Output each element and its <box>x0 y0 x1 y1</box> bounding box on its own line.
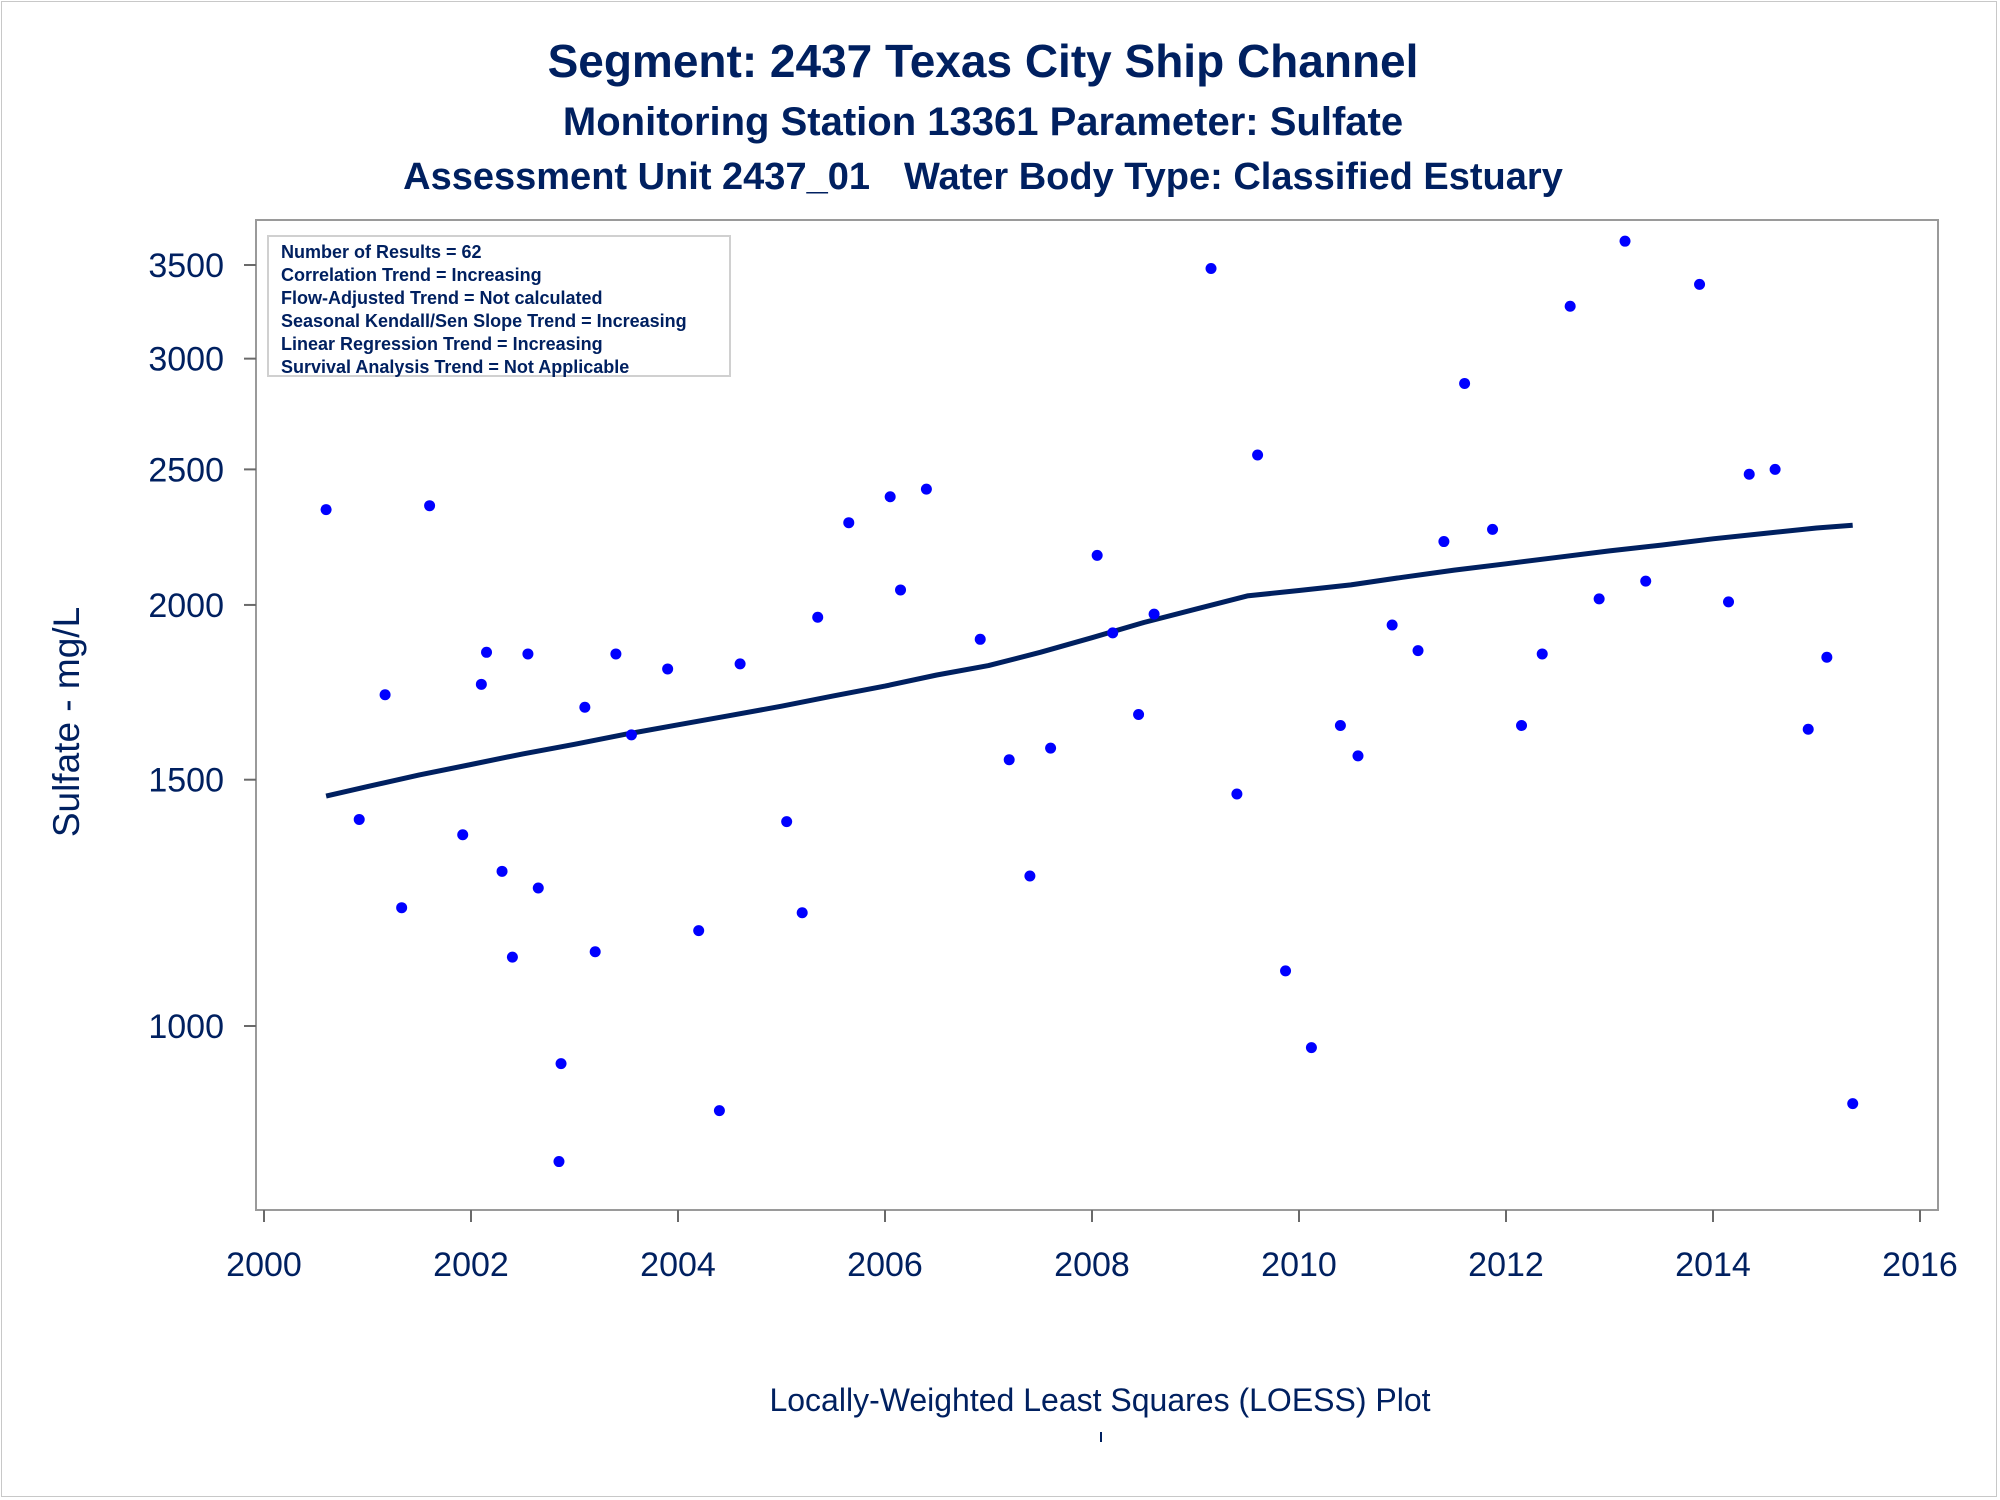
data-point <box>895 584 907 596</box>
x-tick-label: 2008 <box>1054 1246 1130 1284</box>
data-point <box>1386 619 1398 631</box>
data-point <box>662 663 674 675</box>
data-point <box>532 882 544 894</box>
data-point <box>1091 549 1103 561</box>
data-point <box>1723 596 1735 608</box>
stat-survival-analysis-trend: Survival Analysis Trend = Not Applicable <box>281 357 630 377</box>
stat-linear-regression-trend: Linear Regression Trend = Increasing <box>281 334 603 354</box>
data-point <box>1412 645 1424 657</box>
data-point <box>481 646 493 658</box>
y-tick-label: 2500 <box>148 451 224 489</box>
data-point <box>812 611 824 623</box>
data-point <box>424 500 436 512</box>
data-point <box>734 658 746 670</box>
x-tick-label: 2014 <box>1675 1246 1751 1284</box>
data-point <box>884 491 896 503</box>
data-point <box>1564 300 1576 312</box>
stat-correlation-trend: Correlation Trend = Increasing <box>281 265 542 285</box>
chart-subtitle-2: Assessment Unit 2437_01 Water Body Type: … <box>0 156 1966 199</box>
data-point <box>353 813 365 825</box>
data-point <box>1252 449 1264 461</box>
data-point <box>1107 627 1119 639</box>
data-point <box>1045 742 1057 754</box>
x-tick-label: 2002 <box>433 1246 509 1284</box>
loess-line <box>325 522 1853 799</box>
data-point <box>1305 1042 1317 1054</box>
y-tick-label: 3000 <box>148 341 224 379</box>
data-point <box>781 816 793 828</box>
assessment-unit-label: Assessment Unit 2437_01 <box>403 156 870 198</box>
data-point <box>1516 719 1528 731</box>
trend-stats-box: Number of Results = 62 Correlation Trend… <box>267 235 731 377</box>
data-point <box>1003 754 1015 766</box>
y-tick-label: 3500 <box>148 247 224 285</box>
data-point <box>1821 651 1833 663</box>
y-axis-label: Sulfate - mg/L <box>46 607 87 837</box>
x-tick-label: 2012 <box>1468 1246 1544 1284</box>
data-point <box>1438 536 1450 548</box>
data-point <box>1352 750 1364 762</box>
data-point <box>713 1105 725 1117</box>
x-tick-label: 2006 <box>847 1246 923 1284</box>
data-point <box>506 951 518 963</box>
data-point <box>1231 788 1243 800</box>
data-point <box>1280 965 1292 977</box>
data-point <box>1148 608 1160 620</box>
data-point <box>920 483 932 495</box>
footer-tick <box>1100 1432 1102 1442</box>
data-point <box>1205 262 1217 274</box>
data-point <box>1487 523 1499 535</box>
data-point <box>320 504 332 516</box>
plot-type-footnote: Locally-Weighted Least Squares (LOESS) P… <box>769 1382 1431 1418</box>
data-point <box>1640 575 1652 587</box>
x-tick-label: 2016 <box>1882 1246 1958 1284</box>
data-point <box>553 1156 565 1168</box>
data-point <box>1536 648 1548 660</box>
chart-title: Segment: 2437 Texas City Ship Channel <box>547 35 1419 87</box>
data-point <box>1133 708 1145 720</box>
stat-seasonal-kendall-trend: Seasonal Kendall/Sen Slope Trend = Incre… <box>281 311 687 331</box>
data-point <box>843 517 855 529</box>
data-point <box>1593 593 1605 605</box>
data-point <box>1334 719 1346 731</box>
data-point <box>1459 377 1471 389</box>
y-tick-label: 1500 <box>148 762 224 800</box>
data-point <box>610 648 622 660</box>
data-point <box>396 902 408 914</box>
data-point <box>1024 870 1036 882</box>
data-point <box>475 678 487 690</box>
data-point <box>1694 278 1706 290</box>
data-point <box>625 729 637 741</box>
y-tick-label: 2000 <box>148 587 224 625</box>
data-point <box>579 701 591 713</box>
plot-area <box>255 219 1939 1211</box>
data-point <box>522 648 534 660</box>
x-tick-label: 2000 <box>226 1246 302 1284</box>
stat-flow-adjusted-trend: Flow-Adjusted Trend = Not calculated <box>281 288 603 308</box>
data-point <box>496 865 508 877</box>
data-point <box>1743 468 1755 480</box>
data-point <box>1847 1098 1859 1110</box>
data-point <box>1802 723 1814 735</box>
data-point <box>555 1058 567 1070</box>
data-point <box>457 829 469 841</box>
data-point <box>796 907 808 919</box>
data-point <box>974 633 986 645</box>
data-point <box>589 946 601 958</box>
y-tick-label: 1000 <box>148 1008 224 1046</box>
data-point <box>379 689 391 701</box>
data-point <box>693 925 705 937</box>
axes: 2000 2002 2004 2006 2008 2010 2012 2014 2016 1000… <box>148 247 1957 1284</box>
water-body-type-label: Water Body Type: Classified Estuary <box>903 156 1563 198</box>
x-tick-label: 2004 <box>640 1246 716 1284</box>
data-point <box>1619 235 1631 247</box>
chart-subtitle: Monitoring Station 13361 Parameter: Sulf… <box>562 100 1404 144</box>
data-point <box>1769 463 1781 475</box>
stat-number-of-results: Number of Results = 62 <box>281 242 482 262</box>
x-tick-label: 2010 <box>1261 1246 1337 1284</box>
data-points <box>320 235 1859 1168</box>
